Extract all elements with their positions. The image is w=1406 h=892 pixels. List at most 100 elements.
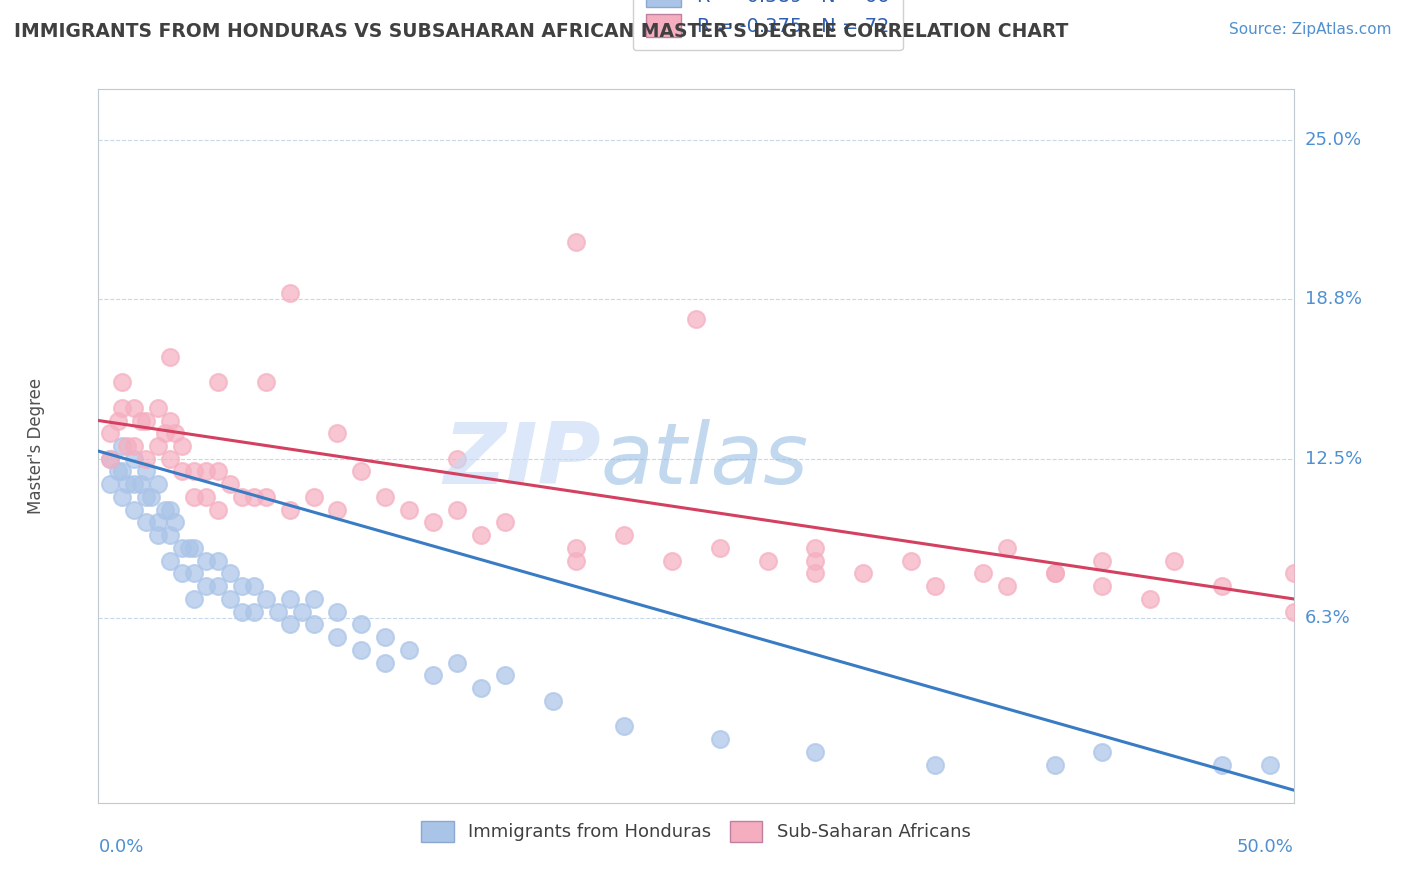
Point <box>278 591 301 606</box>
Point <box>111 490 134 504</box>
Point <box>159 502 181 516</box>
Point <box>148 401 170 415</box>
Text: Master's Degree: Master's Degree <box>27 378 45 514</box>
Text: Source: ZipAtlas.com: Source: ZipAtlas.com <box>1229 22 1392 37</box>
Point <box>155 426 177 441</box>
Point <box>302 490 325 504</box>
Point <box>541 694 564 708</box>
Point <box>494 516 516 530</box>
Point <box>1043 757 1066 772</box>
Text: IMMIGRANTS FROM HONDURAS VS SUBSAHARAN AFRICAN MASTER'S DEGREE CORRELATION CHART: IMMIGRANTS FROM HONDURAS VS SUBSAHARAN A… <box>14 22 1069 41</box>
Point <box>207 465 229 479</box>
Point <box>207 554 229 568</box>
Point <box>172 566 194 581</box>
Point <box>291 605 314 619</box>
Point <box>278 286 301 301</box>
Point <box>1043 566 1066 581</box>
Point <box>254 376 277 390</box>
Point <box>254 490 277 504</box>
Point <box>422 516 444 530</box>
Point <box>278 502 301 516</box>
Point <box>124 451 146 466</box>
Point <box>243 490 266 504</box>
Point <box>98 477 122 491</box>
Point <box>422 668 444 682</box>
Legend: Immigrants from Honduras, Sub-Saharan Africans: Immigrants from Honduras, Sub-Saharan Af… <box>412 812 980 851</box>
Point <box>900 554 922 568</box>
Point <box>709 732 731 747</box>
Point <box>995 541 1018 555</box>
Point <box>135 490 157 504</box>
Point <box>135 451 157 466</box>
Point <box>267 605 290 619</box>
Point <box>231 490 253 504</box>
Point <box>1091 745 1114 759</box>
Point <box>470 681 492 695</box>
Point <box>183 541 205 555</box>
Point <box>135 516 157 530</box>
Point <box>111 439 134 453</box>
Point <box>135 413 157 427</box>
Point <box>326 605 349 619</box>
Point <box>613 528 636 542</box>
Point <box>219 591 242 606</box>
Point <box>1139 591 1161 606</box>
Point <box>159 554 181 568</box>
Point <box>756 554 779 568</box>
Point <box>446 451 468 466</box>
Point <box>115 439 138 453</box>
Point <box>709 541 731 555</box>
Point <box>494 668 516 682</box>
Point <box>685 311 707 326</box>
Point <box>254 591 277 606</box>
Point <box>98 426 122 441</box>
Text: 0.0%: 0.0% <box>98 838 143 855</box>
Point <box>804 541 827 555</box>
Point <box>124 477 146 491</box>
Point <box>159 451 181 466</box>
Point <box>98 451 122 466</box>
Point <box>613 719 636 733</box>
Point <box>148 477 170 491</box>
Point <box>374 656 396 670</box>
Point <box>183 490 205 504</box>
Point <box>148 439 170 453</box>
Point <box>852 566 875 581</box>
Point <box>159 413 181 427</box>
Point <box>231 605 253 619</box>
Point <box>159 528 181 542</box>
Point <box>131 477 153 491</box>
Point <box>995 579 1018 593</box>
Point <box>163 426 186 441</box>
Point <box>350 617 373 632</box>
Point <box>1163 554 1185 568</box>
Point <box>243 579 266 593</box>
Point <box>446 502 468 516</box>
Point <box>326 502 349 516</box>
Point <box>219 566 242 581</box>
Point <box>195 490 218 504</box>
Point <box>124 401 146 415</box>
Point <box>350 643 373 657</box>
Point <box>243 605 266 619</box>
Point <box>350 465 373 479</box>
Point <box>470 528 492 542</box>
Point <box>804 554 827 568</box>
Point <box>148 516 170 530</box>
Point <box>124 439 146 453</box>
Point <box>565 235 588 249</box>
Point <box>111 376 134 390</box>
Point <box>374 490 396 504</box>
Point <box>135 465 157 479</box>
Point <box>278 617 301 632</box>
Point <box>148 528 170 542</box>
Point <box>98 451 122 466</box>
Point <box>159 350 181 364</box>
Point <box>302 617 325 632</box>
Point <box>115 477 138 491</box>
Point <box>326 426 349 441</box>
Point <box>398 502 420 516</box>
Point <box>195 554 218 568</box>
Point <box>1211 757 1233 772</box>
Point <box>1258 757 1281 772</box>
